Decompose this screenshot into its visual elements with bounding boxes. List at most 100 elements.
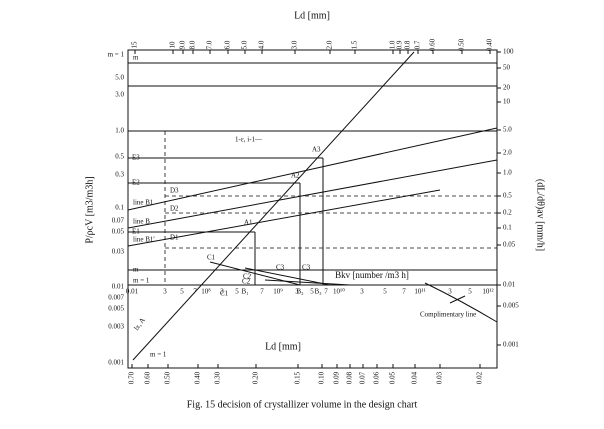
bottom-axis-label: Ld [mm] bbox=[265, 341, 301, 352]
left-tick-label: 0.3 bbox=[115, 171, 124, 179]
annotation: A2 bbox=[291, 172, 300, 180]
right-tick-label: 0.001 bbox=[503, 341, 519, 349]
bottom-tick-label: 0.08 bbox=[346, 371, 354, 384]
annotation: C2 bbox=[243, 273, 252, 281]
pointer bbox=[449, 295, 466, 304]
right-axis-label: (dL/dθ)av [mm/h] bbox=[535, 179, 546, 251]
left-tick-label: 0.03 bbox=[112, 248, 125, 256]
bottom-tick-label: 0.70 bbox=[128, 371, 136, 384]
middle-tick-label: 3 bbox=[448, 288, 452, 296]
annotation: Complimentary line bbox=[420, 311, 476, 319]
right-tick-label: 0.005 bbox=[503, 302, 519, 310]
annotation: line B1' bbox=[133, 236, 155, 244]
bottom-tick-label: 0.20 bbox=[252, 371, 260, 384]
annotation: E3 bbox=[132, 154, 140, 162]
left-tick-label: 3.0 bbox=[115, 91, 124, 99]
right-tick-label: 2.0 bbox=[503, 149, 512, 157]
middle-tick-label: 7 bbox=[324, 288, 328, 296]
annotation: C3 bbox=[276, 264, 285, 272]
right-tick-label: 10 bbox=[503, 98, 511, 106]
top-tick-label: 0.7 bbox=[414, 40, 422, 49]
right-tick-label: 50 bbox=[503, 64, 511, 72]
c-line bbox=[264, 279, 351, 286]
bottom-tick-label: 0.03 bbox=[436, 371, 444, 384]
top-tick-label: 0.60 bbox=[429, 38, 437, 51]
bottom-tick-label: 0.60 bbox=[144, 371, 152, 384]
left-tick-label: 5.0 bbox=[115, 74, 124, 82]
top-tick-label: 6.0 bbox=[224, 40, 232, 49]
middle-tick-label: 10⁸ bbox=[201, 288, 211, 296]
bottom-tick-label: 0.50 bbox=[164, 371, 172, 384]
right-tick-label: 5.0 bbox=[503, 126, 512, 134]
left-tick-label: 0.007 bbox=[108, 294, 124, 302]
left-tick-label: 1.0 bbox=[115, 127, 124, 135]
annotation: m bbox=[133, 54, 139, 62]
middle-tick-label: 5 bbox=[468, 288, 472, 296]
annotation: A3 bbox=[312, 146, 321, 154]
middle-tick-label: 5 bbox=[235, 288, 239, 296]
annotation: D2 bbox=[170, 205, 179, 213]
top-tick-label: 4.0 bbox=[258, 40, 266, 49]
left-tick-label: 0.1 bbox=[115, 204, 124, 212]
middle-axis-label: Bkv [number /m3 h] bbox=[335, 270, 409, 280]
diagonal bbox=[132, 51, 415, 361]
middle-tick-label: 7 bbox=[193, 288, 197, 296]
bottom-tick-label: 0.06 bbox=[373, 371, 381, 384]
annotation: m = 1 bbox=[150, 351, 167, 359]
annotation: m bbox=[133, 266, 139, 274]
annotation: C3 bbox=[302, 264, 311, 272]
middle-tick-label: 3 bbox=[163, 288, 167, 296]
line-b1p bbox=[127, 189, 441, 247]
annotation: m = 1 bbox=[133, 277, 150, 285]
bottom-tick-label: 0.05 bbox=[389, 371, 397, 384]
middle-tick-label: 5 bbox=[383, 288, 387, 296]
bottom-tick-label: 0.30 bbox=[214, 371, 222, 384]
middle-tick-label: 3 bbox=[360, 288, 364, 296]
top-tick-label: 8.0 bbox=[189, 40, 197, 49]
middle-tick-label: 10⁹ bbox=[273, 288, 283, 296]
top-tick-label: 1.0 bbox=[389, 40, 397, 49]
bottom-tick-label: 0.10 bbox=[318, 371, 326, 384]
top-tick-label: 10 bbox=[169, 41, 177, 49]
top-tick-label: 1.5 bbox=[351, 40, 359, 49]
annotation: D3 bbox=[170, 187, 179, 195]
annotation: D1 bbox=[170, 234, 179, 242]
line-b bbox=[127, 159, 498, 229]
frame bbox=[127, 49, 498, 369]
middle-tick-label: 0.01 bbox=[126, 288, 139, 296]
annotation: line B1 bbox=[133, 199, 154, 207]
middle-tick-label: 7 bbox=[260, 288, 264, 296]
right-tick-label: 100 bbox=[503, 48, 514, 56]
bottom-tick-label: 0.02 bbox=[476, 371, 484, 384]
right-tick-label: 0.1 bbox=[503, 224, 512, 232]
top-tick-label: 0.8 bbox=[404, 40, 412, 49]
middle-tick-label: 10¹⁰ bbox=[333, 288, 345, 296]
left-tick-label: m = 1 bbox=[108, 51, 125, 59]
middle-tick-label: 7 bbox=[402, 288, 406, 296]
annotation: lx, A bbox=[132, 316, 146, 332]
annotation: C1 bbox=[220, 290, 229, 298]
line-b1 bbox=[127, 127, 498, 211]
annotation: C1 bbox=[207, 254, 216, 262]
top-tick-label: 7.0 bbox=[206, 40, 214, 49]
annotation: E1 bbox=[132, 228, 140, 236]
middle-tick-label: B₂ bbox=[296, 288, 304, 296]
middle-tick-label: B₃ bbox=[314, 288, 322, 296]
left-tick-label: 0.001 bbox=[108, 359, 124, 367]
annotation: A1 bbox=[244, 219, 253, 227]
top-tick-label: 2.0 bbox=[326, 40, 334, 49]
left-tick-label: 0.01 bbox=[112, 283, 125, 291]
annotation: E2 bbox=[132, 179, 140, 187]
bottom-tick-label: 0.09 bbox=[333, 371, 341, 384]
left-tick-label: 0.07 bbox=[112, 217, 125, 225]
right-tick-label: 1.0 bbox=[503, 169, 512, 177]
right-tick-label: 0.05 bbox=[503, 241, 516, 249]
complimentary-curve bbox=[424, 282, 498, 323]
left-tick-label: 0.5 bbox=[115, 153, 124, 161]
top-tick-label: 0.40 bbox=[486, 38, 494, 51]
annotation: C2 bbox=[242, 278, 251, 286]
middle-tick-label: 10¹¹ bbox=[414, 288, 425, 296]
right-tick-label: 0.01 bbox=[503, 281, 516, 289]
bottom-tick-label: 0.15 bbox=[294, 371, 302, 384]
